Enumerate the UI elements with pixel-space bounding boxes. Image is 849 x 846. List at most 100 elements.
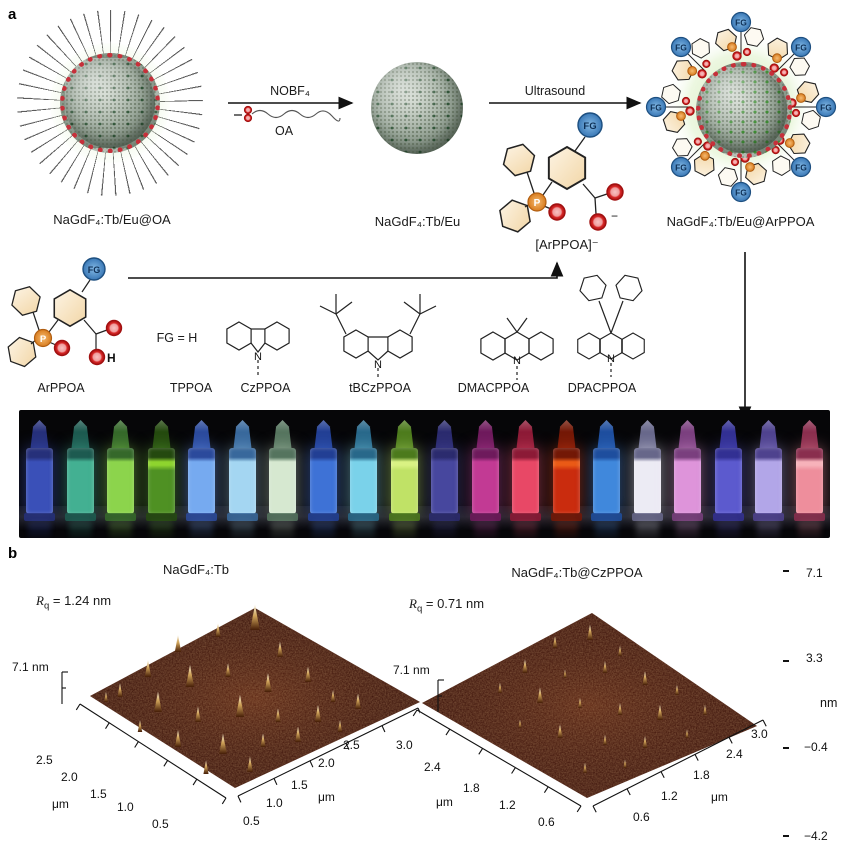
afm-colorbar [783, 570, 802, 837]
ligand-label-tppoa: TPPOA [169, 381, 213, 395]
vial-18 [713, 420, 744, 538]
ligand-label-tbczppoa: tBCzPPOA [349, 381, 411, 395]
vial-9 [348, 420, 379, 538]
vial-12 [470, 420, 501, 538]
afm-right-rq: Rq = 0.71 nm [409, 596, 485, 615]
vial-14 [551, 420, 582, 538]
vial-15 [591, 420, 622, 538]
ligand-label-arppoa: ArPPOA [37, 381, 85, 395]
afm-right-zscale: 7.1 nm [393, 663, 430, 677]
arrow-ligands-to-anion [128, 261, 564, 279]
axis-tick-label: 1.8 [463, 781, 480, 795]
vial-19 [753, 420, 784, 538]
ligand-label-czppoa: CzPPOA [240, 381, 291, 395]
nanoparticle-arppoa [696, 62, 792, 158]
axis-tick-label: 1.5 [291, 778, 308, 792]
axis-tick-label: 1.0 [117, 800, 134, 814]
ligand-label-dmacppoa: DMACPPOA [457, 381, 530, 395]
vial-4 [146, 420, 177, 538]
colorbar-tick-label: −4.2 [804, 829, 828, 843]
anion-label: [ArPPOA]⁻ [535, 237, 599, 252]
czppoa-structure: N [226, 321, 290, 376]
fg-equals-label: FG = H [156, 331, 198, 345]
tbczppoa-structure: N [319, 294, 437, 380]
vial-17 [672, 420, 703, 538]
axis-tick-label: 3.0 [396, 738, 413, 752]
particle-bare-label: NaGdF₄:Tb/Eu [374, 214, 461, 229]
svg-text:FG: FG [820, 103, 832, 113]
svg-text:FG: FG [795, 43, 807, 53]
axis-tick-label: 3.0 [751, 727, 768, 741]
vial-11 [429, 420, 460, 538]
panel-b-label: b [8, 545, 18, 562]
dpacppoa-structure: N [577, 271, 645, 377]
svg-text:N: N [607, 353, 615, 365]
svg-text:−: − [611, 209, 618, 223]
vial-13 [510, 420, 541, 538]
afm-left-rq: Rq = 1.24 nm [36, 593, 112, 612]
svg-text:FG: FG [650, 103, 662, 113]
arppoa-structure: P H FG [6, 257, 123, 370]
axis-tick-label: 0.6 [633, 810, 650, 824]
svg-text:N: N [374, 359, 382, 371]
colorbar-tick-label: −0.4 [804, 740, 828, 754]
vial-8 [308, 420, 339, 538]
fg-badges: FG FG FG FG FG FG FG FG [645, 11, 837, 203]
svg-text:H: H [107, 351, 116, 365]
vial-6 [227, 420, 258, 538]
colorbar-unit-label: nm [820, 696, 838, 710]
vial-5 [186, 420, 217, 538]
axis-unit-label: μm [52, 797, 69, 811]
afm-right-axes [412, 679, 767, 813]
svg-text:N: N [513, 355, 521, 367]
panel-a-label: a [8, 6, 17, 23]
axis-unit-label: μm [436, 795, 453, 809]
afm-right-title: NaGdF₄:Tb@CzPPOA [511, 565, 643, 580]
axis-tick-label: 0.5 [152, 817, 169, 831]
ultrasound-label: Ultrasound [524, 84, 586, 98]
svg-text:N: N [254, 351, 262, 363]
vial-3 [105, 420, 136, 538]
svg-text:P: P [40, 334, 47, 345]
axis-tick-label: 2.5 [36, 753, 53, 767]
reaction-arrows [128, 96, 752, 422]
svg-text:FG: FG [675, 43, 687, 53]
axis-tick-label: 2.0 [61, 770, 78, 784]
colorbar-tick-label: 7.1 [806, 566, 823, 580]
vial-16 [632, 420, 663, 538]
axis-tick-label: 1.5 [90, 787, 107, 801]
axis-tick-label: 1.8 [693, 768, 710, 782]
afm-plot-right [412, 613, 767, 813]
svg-text:FG: FG [583, 121, 596, 132]
vial-7 [267, 420, 298, 538]
axis-tick-label: 0.6 [538, 815, 555, 829]
axis-tick-label: 2.4 [424, 760, 441, 774]
nanoparticle-oa [60, 53, 160, 153]
colorbar-tick-label: 3.3 [806, 651, 823, 665]
axis-tick-label: 1.2 [499, 798, 516, 812]
afm-left-zscale: 7.1 nm [12, 660, 49, 674]
uv-vial-photo [19, 410, 830, 538]
particle-oa-label: NaGdF₄:Tb/Eu@OA [53, 212, 171, 227]
axis-tick-label: 1.0 [266, 796, 283, 810]
vial-tray [19, 506, 830, 530]
axis-tick-label: 0.5 [243, 814, 260, 828]
axis-tick-label: 2.5 [343, 738, 360, 752]
nobf4-label: NOBF₄ [270, 84, 310, 98]
axis-tick-label: 1.2 [661, 789, 678, 803]
svg-text:FG: FG [735, 18, 747, 28]
axis-tick-label: 2.4 [726, 747, 743, 761]
svg-text:FG: FG [88, 265, 101, 275]
svg-text:FG: FG [675, 163, 687, 173]
afm-left-axes [61, 671, 420, 805]
particle-arppoa-label: NaGdF₄:Tb/Eu@ArPPOA [666, 214, 815, 229]
svg-text:FG: FG [795, 163, 807, 173]
dmacppoa-structure: N [480, 317, 554, 380]
vial-20 [794, 420, 825, 538]
arppoa-anion-structure: P − FG [497, 112, 624, 236]
ligand-label-dpacppoa: DPACPPOA [567, 381, 637, 395]
axis-unit-label: μm [318, 790, 335, 804]
afm-left-title: NaGdF₄:Tb [163, 562, 229, 577]
vial-2 [65, 420, 96, 538]
afm-plot-left [61, 604, 420, 805]
